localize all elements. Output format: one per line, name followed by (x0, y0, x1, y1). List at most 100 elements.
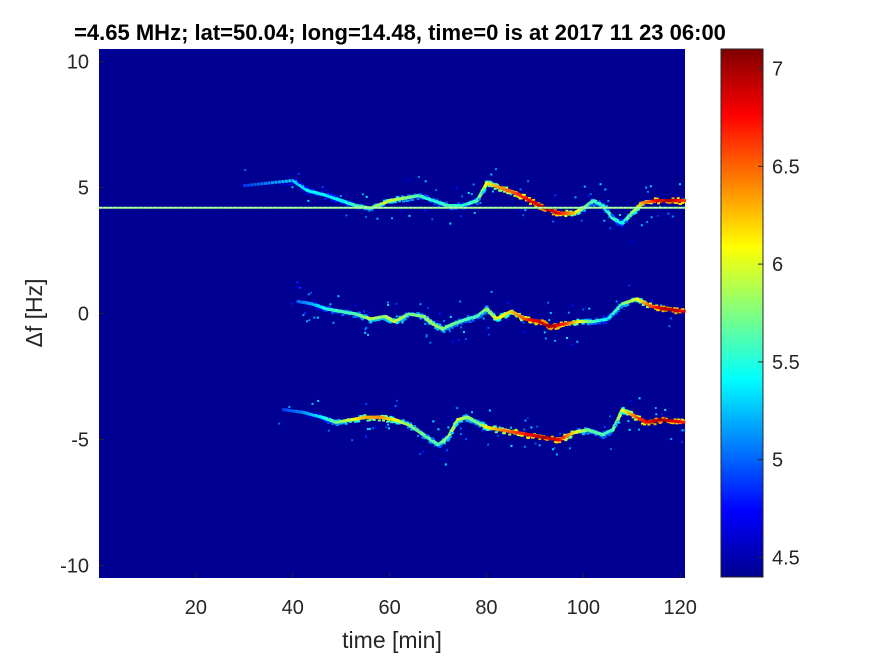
noise-speck (630, 241, 633, 244)
trace-point (519, 197, 523, 200)
trace-point (481, 191, 485, 194)
trace-point (645, 306, 649, 309)
trace-point (680, 201, 684, 204)
trace-point (509, 312, 513, 315)
noise-speck (329, 303, 332, 306)
noise-speck (607, 200, 610, 203)
noise-speck (580, 219, 583, 222)
trace-point (666, 306, 670, 309)
trace-point (377, 318, 381, 321)
trace-point (406, 426, 410, 429)
noise-speck (419, 303, 422, 306)
noise-speck (653, 203, 656, 206)
trace-point (621, 406, 625, 409)
noise-speck (470, 193, 473, 196)
trace-point (267, 181, 271, 185)
trace-point (532, 436, 536, 439)
trace-point (449, 208, 453, 211)
noise-speck (543, 331, 546, 334)
noise-speck (432, 420, 435, 423)
trace-point (563, 321, 567, 324)
trace-point (623, 412, 627, 415)
trace-point (243, 184, 247, 188)
noise-speck (618, 213, 621, 216)
noise-speck (425, 335, 428, 338)
trace-point (662, 305, 666, 308)
noise-speck (465, 438, 468, 441)
trace-point (529, 202, 533, 205)
noise-speck (399, 209, 402, 212)
trace-point (455, 324, 459, 327)
colorbar-gradient (720, 48, 764, 578)
trace-point (564, 439, 568, 442)
noise-speck (628, 284, 631, 287)
trace-point (682, 309, 686, 313)
noise-speck (291, 186, 294, 189)
trace-point (549, 328, 553, 331)
trace-point (475, 203, 479, 206)
trace-point (671, 419, 675, 423)
trace-point (359, 316, 363, 319)
trace-point (503, 190, 507, 193)
trace-point (438, 323, 442, 326)
noise-speck (670, 438, 673, 441)
noise-speck (368, 427, 371, 430)
trace-point (663, 418, 667, 422)
noise-speck (461, 195, 464, 198)
noise-speck (638, 397, 641, 400)
noise-speck (440, 446, 443, 449)
trace-point (344, 422, 348, 425)
noise-speck (519, 188, 522, 191)
noise-speck (544, 337, 547, 340)
noise-speck (649, 185, 652, 188)
trace-point (491, 182, 495, 185)
y-tick-label: -10 (60, 555, 89, 577)
trace-point (658, 421, 662, 424)
trace-point (671, 197, 675, 200)
trace-point (448, 326, 452, 329)
trace-point (610, 214, 614, 217)
trace-point (246, 182, 250, 185)
noise-speck (354, 304, 357, 307)
trace-point (413, 425, 417, 428)
noise-speck (592, 204, 595, 207)
noise-speck (395, 302, 398, 305)
colorbar-tick-label: 7 (772, 59, 783, 81)
trace-point (657, 202, 661, 205)
trace-point (659, 420, 663, 423)
trace-point (545, 438, 549, 441)
trace-point (401, 419, 405, 422)
noise-speck (317, 399, 320, 402)
trace-point (293, 178, 297, 181)
trace-point (661, 310, 665, 313)
noise-speck (391, 217, 394, 220)
noise-speck (524, 419, 527, 422)
noise-speck (443, 319, 446, 322)
trace-point (439, 443, 443, 446)
noise-speck (651, 299, 654, 302)
trace-point (677, 420, 681, 424)
noise-speck (307, 293, 310, 296)
trace-point (675, 419, 679, 423)
trace-point (482, 190, 486, 193)
trace-point (433, 203, 437, 206)
trace-point (637, 415, 641, 418)
trace-point (425, 316, 429, 319)
trace-point (625, 413, 629, 416)
trace-point (649, 302, 653, 305)
trace-point (423, 194, 427, 197)
trace-point (253, 182, 257, 186)
noise-speck (417, 176, 420, 179)
trace-point (325, 306, 329, 309)
noise-speck (456, 407, 459, 410)
trace-point (421, 436, 425, 439)
trace-point (288, 179, 292, 183)
y-axis-label: Δf [Hz] (21, 278, 47, 347)
trace-point (300, 188, 304, 191)
trace-point (664, 417, 668, 420)
trace-point (589, 203, 593, 206)
trace-point (594, 322, 598, 325)
trace-point (550, 435, 554, 438)
noise-speck (364, 331, 367, 334)
y-tick-label: -5 (71, 429, 89, 451)
